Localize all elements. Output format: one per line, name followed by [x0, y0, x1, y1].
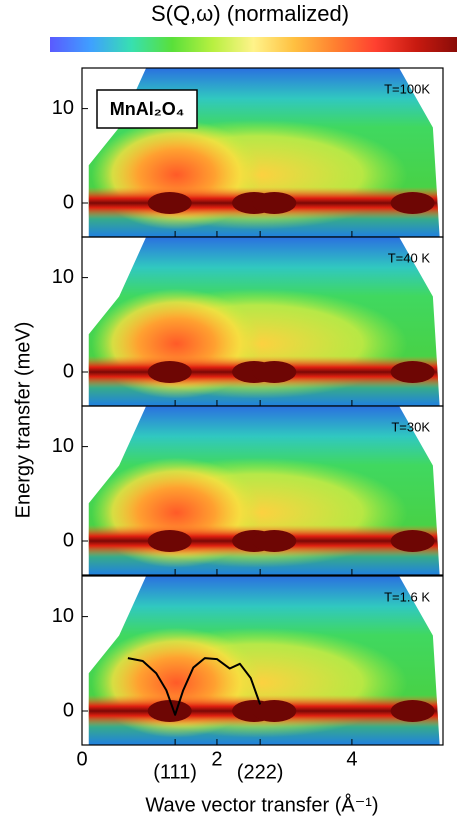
colorbar-title: S(Q,ω) (normalized): [151, 1, 349, 26]
bragg-spot: [147, 530, 192, 553]
panel-label: T=40 K: [388, 250, 431, 265]
y-tick-label: 10: [52, 605, 74, 627]
y-tick-label: 10: [52, 435, 74, 457]
dispersion-curve: [127, 657, 262, 716]
y-tick-label: 0: [63, 529, 74, 551]
y-tick-label: 0: [63, 360, 74, 382]
panel-frame: [81, 575, 444, 746]
bragg-spot: [147, 192, 192, 215]
y-tick-label: 0: [63, 699, 74, 721]
bragg-spot: [390, 530, 435, 553]
bragg-spot: [147, 361, 192, 384]
y-axis-label: Energy transfer (meV): [12, 322, 34, 519]
x-axis-label: Wave vector transfer (Å⁻¹): [145, 793, 378, 816]
x-tick-label: 4: [346, 748, 357, 770]
intensity-map: [88, 576, 440, 745]
x-tick-label: 0: [76, 748, 87, 770]
panel-label: T=100K: [384, 81, 430, 96]
y-tick-label: 0: [63, 191, 74, 213]
bragg-spot: [390, 192, 435, 215]
compound-box: [96, 89, 198, 129]
bragg-spot: [252, 361, 297, 384]
intensity-map: [88, 237, 440, 406]
bragg-spot: [252, 700, 297, 723]
bragg-spot: [252, 530, 297, 553]
y-tick-label: 10: [52, 97, 74, 119]
intensity-map: [88, 406, 440, 575]
intensity-map: [88, 68, 440, 237]
bragg-spot: [147, 700, 192, 723]
x-tick-label: (222): [237, 761, 284, 783]
bragg-spot: [390, 361, 435, 384]
colorbar: [50, 37, 457, 52]
panel-label: T=1.6 K: [384, 589, 430, 604]
x-tick-label: (111): [153, 761, 197, 783]
panel-frame: [81, 405, 444, 576]
bragg-spot: [252, 192, 297, 215]
panel-label: T=30K: [391, 419, 430, 434]
y-tick-label: 10: [52, 266, 74, 288]
compound-label: MnAl₂O₄: [110, 99, 185, 119]
x-tick-label: 2: [211, 748, 222, 770]
bragg-spot: [390, 700, 435, 723]
